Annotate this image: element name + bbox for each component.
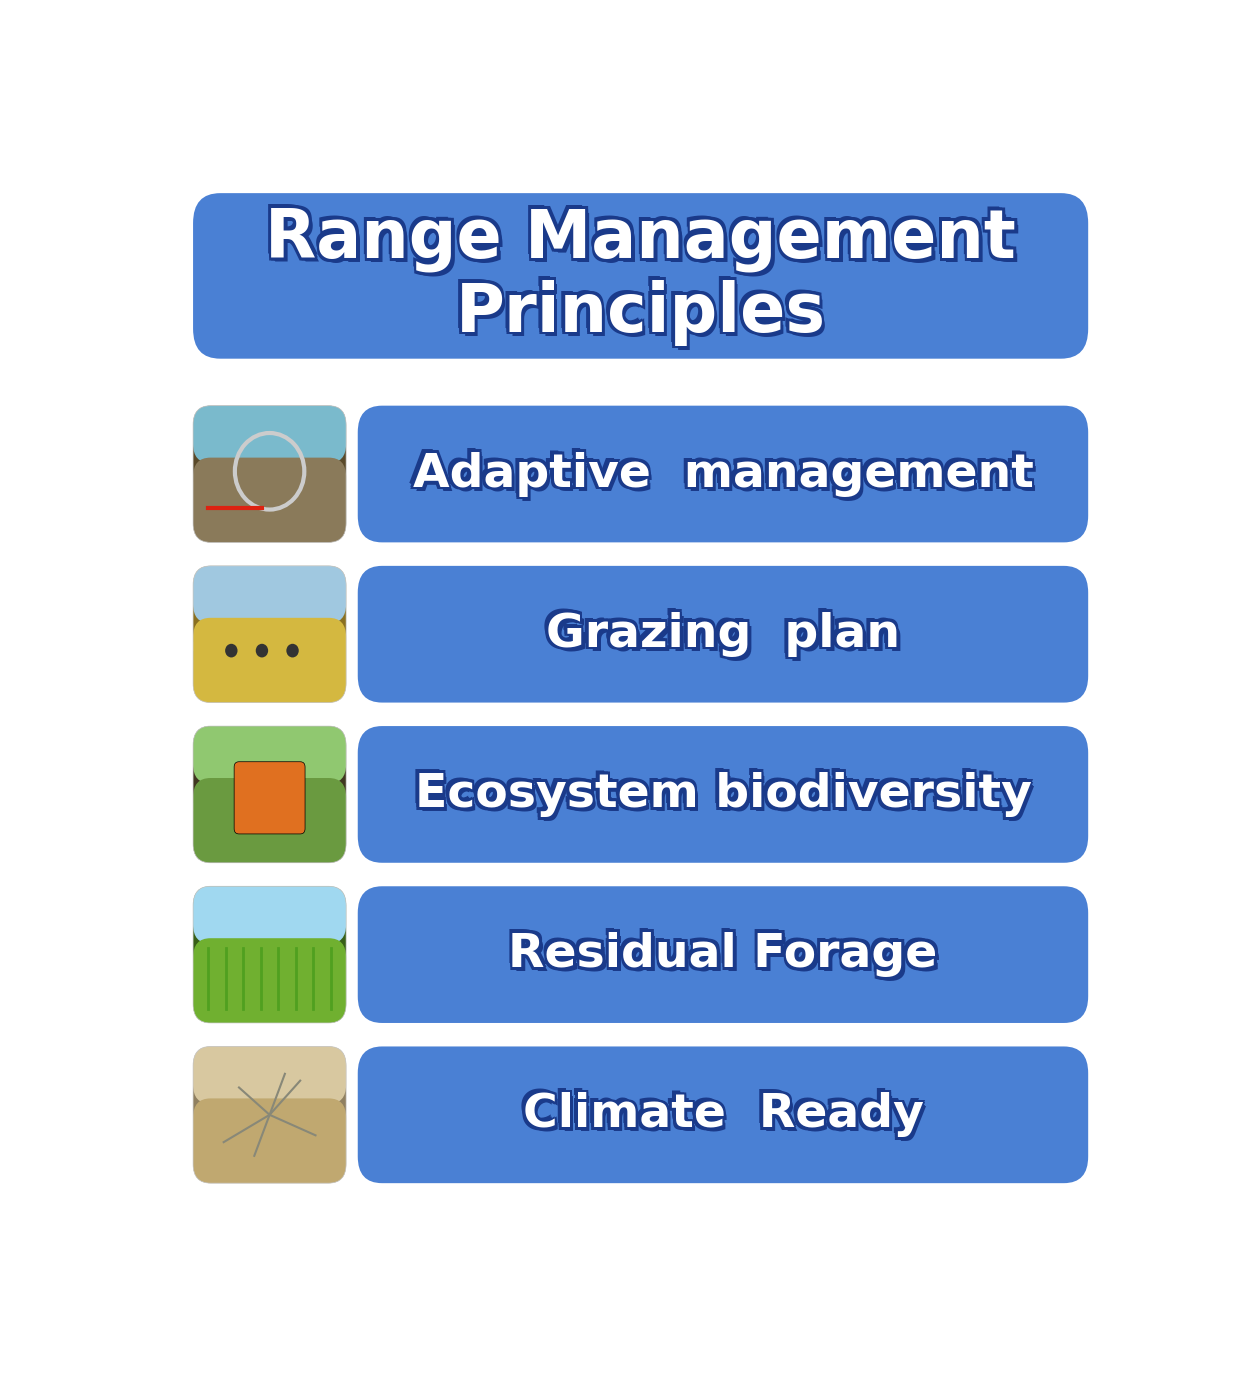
Text: Range Management
Principles: Range Management Principles	[265, 207, 1016, 345]
Text: Ecosystem biodiversity: Ecosystem biodiversity	[412, 770, 1029, 814]
Text: Residual Forage: Residual Forage	[505, 928, 934, 974]
FancyBboxPatch shape	[192, 193, 1089, 359]
FancyBboxPatch shape	[192, 725, 346, 863]
Text: Grazing  plan: Grazing plan	[550, 616, 904, 660]
FancyBboxPatch shape	[192, 566, 346, 623]
Text: Adaptive  management: Adaptive management	[412, 449, 1034, 494]
Text: Grazing  plan: Grazing plan	[544, 614, 898, 659]
Text: Residual Forage: Residual Forage	[509, 932, 938, 976]
Text: Residual Forage: Residual Forage	[512, 936, 941, 981]
Text: Range Management
Principles: Range Management Principles	[265, 204, 1016, 343]
Circle shape	[225, 644, 238, 657]
Text: Ecosystem biodiversity: Ecosystem biodiversity	[412, 773, 1029, 817]
Text: Range Management
Principles: Range Management Principles	[268, 207, 1019, 345]
FancyBboxPatch shape	[192, 1046, 346, 1104]
Text: Grazing  plan: Grazing plan	[544, 612, 898, 656]
Text: Grazing  plan: Grazing plan	[549, 612, 902, 656]
Text: Ecosystem biodiversity: Ecosystem biodiversity	[415, 773, 1031, 817]
Text: Ecosystem biodiversity: Ecosystem biodiversity	[415, 774, 1031, 820]
Text: Ecosystem biodiversity: Ecosystem biodiversity	[418, 773, 1034, 817]
Text: Range Management
Principles: Range Management Principles	[269, 209, 1020, 350]
Text: Ecosystem biodiversity: Ecosystem biodiversity	[412, 774, 1029, 820]
FancyBboxPatch shape	[357, 405, 1089, 542]
Text: Climate  Ready: Climate Ready	[526, 1096, 928, 1142]
FancyBboxPatch shape	[192, 725, 346, 784]
Text: Residual Forage: Residual Forage	[509, 935, 938, 979]
Text: Range Management
Principles: Range Management Principles	[265, 208, 1016, 348]
FancyBboxPatch shape	[192, 566, 346, 703]
Text: Residual Forage: Residual Forage	[511, 929, 940, 975]
Text: Range Management
Principles: Range Management Principles	[268, 204, 1019, 343]
Text: Climate  Ready: Climate Ready	[522, 1094, 924, 1140]
Text: Adaptive  management: Adaptive management	[416, 455, 1038, 501]
Text: Ecosystem biodiversity: Ecosystem biodiversity	[419, 775, 1035, 821]
Text: Residual Forage: Residual Forage	[509, 929, 938, 975]
Text: Grazing  plan: Grazing plan	[549, 614, 902, 659]
Text: Residual Forage: Residual Forage	[506, 929, 935, 975]
Text: Residual Forage: Residual Forage	[506, 932, 935, 976]
Text: Residual Forage: Residual Forage	[506, 935, 935, 979]
FancyBboxPatch shape	[192, 617, 346, 703]
Bar	[192, 483, 346, 491]
FancyBboxPatch shape	[192, 886, 346, 1024]
Text: Ecosystem biodiversity: Ecosystem biodiversity	[418, 774, 1034, 820]
Bar	[192, 1123, 346, 1132]
Text: Climate  Ready: Climate Ready	[520, 1094, 921, 1140]
Text: Climate  Ready: Climate Ready	[520, 1090, 921, 1135]
Circle shape	[286, 644, 299, 657]
Text: Climate  Ready: Climate Ready	[525, 1093, 926, 1137]
Text: Grazing  plan: Grazing plan	[544, 609, 898, 655]
FancyBboxPatch shape	[192, 405, 346, 463]
Text: Adaptive  management: Adaptive management	[410, 452, 1031, 497]
Text: Grazing  plan: Grazing plan	[542, 608, 896, 653]
Text: Grazing  plan: Grazing plan	[546, 614, 900, 659]
FancyBboxPatch shape	[357, 1046, 1089, 1183]
Text: Ecosystem biodiversity: Ecosystem biodiversity	[418, 770, 1034, 814]
Text: Climate  Ready: Climate Ready	[519, 1089, 920, 1133]
FancyBboxPatch shape	[192, 405, 346, 542]
Text: Grazing  plan: Grazing plan	[549, 609, 902, 655]
Text: Ecosystem biodiversity: Ecosystem biodiversity	[415, 770, 1031, 814]
Text: Adaptive  management: Adaptive management	[412, 454, 1034, 499]
Text: Climate  Ready: Climate Ready	[525, 1094, 926, 1140]
FancyBboxPatch shape	[192, 886, 346, 943]
Text: Adaptive  management: Adaptive management	[415, 452, 1036, 497]
FancyBboxPatch shape	[192, 938, 346, 1024]
FancyBboxPatch shape	[357, 886, 1089, 1024]
FancyBboxPatch shape	[192, 778, 346, 863]
Text: Climate  Ready: Climate Ready	[520, 1093, 921, 1137]
FancyBboxPatch shape	[192, 458, 346, 542]
Text: Ecosystem biodiversity: Ecosystem biodiversity	[411, 768, 1028, 813]
FancyBboxPatch shape	[357, 566, 1089, 703]
Text: Range Management
Principles: Range Management Principles	[262, 204, 1014, 343]
Text: Climate  Ready: Climate Ready	[525, 1090, 926, 1135]
FancyBboxPatch shape	[192, 1046, 346, 1183]
Text: Climate  Ready: Climate Ready	[522, 1093, 924, 1137]
Text: Adaptive  management: Adaptive management	[409, 448, 1030, 492]
Text: Residual Forage: Residual Forage	[511, 935, 940, 979]
Text: Grazing  plan: Grazing plan	[546, 612, 900, 656]
Text: Residual Forage: Residual Forage	[511, 932, 940, 976]
Circle shape	[256, 644, 269, 657]
Bar	[192, 642, 346, 651]
FancyBboxPatch shape	[192, 1099, 346, 1183]
Text: Range Management
Principles: Range Management Principles	[262, 208, 1014, 348]
Text: Range Management
Principles: Range Management Principles	[268, 208, 1019, 348]
Bar	[192, 963, 346, 971]
FancyBboxPatch shape	[234, 761, 305, 834]
Text: Range Management
Principles: Range Management Principles	[261, 203, 1013, 341]
Text: Range Management
Principles: Range Management Principles	[262, 207, 1014, 345]
Bar	[192, 803, 346, 811]
Text: Adaptive  management: Adaptive management	[410, 454, 1031, 499]
Text: Adaptive  management: Adaptive management	[410, 449, 1031, 494]
Text: Grazing  plan: Grazing plan	[546, 609, 900, 655]
Text: Climate  Ready: Climate Ready	[522, 1090, 924, 1135]
Text: Adaptive  management: Adaptive management	[415, 449, 1036, 494]
Text: Adaptive  management: Adaptive management	[412, 452, 1034, 497]
Text: Adaptive  management: Adaptive management	[415, 454, 1036, 499]
FancyBboxPatch shape	[357, 725, 1089, 863]
